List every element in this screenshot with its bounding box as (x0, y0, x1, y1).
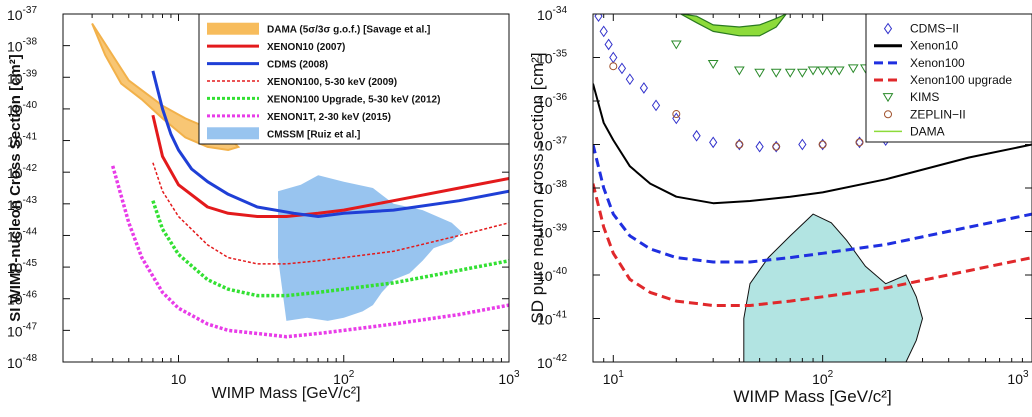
legend-entry-0-swatch (883, 22, 893, 35)
chart-panel-1: 10 102 10310-3710-3810-3910-4010-4110-4210… (7, 5, 520, 402)
y-tick-label-0: 10-37 (7, 5, 37, 23)
series-4-triangle-point-6 (796, 68, 808, 78)
legend-entry-1-label: Xenon10 (910, 39, 958, 53)
series-0-diamond-point-5 (625, 73, 634, 86)
legend-entry-3-label: Xenon100 upgrade (910, 73, 1012, 87)
series-0-diamond-point-0 (594, 14, 603, 23)
series-4-triangle-point-2 (733, 66, 745, 76)
series-4-triangle-point-1 (707, 60, 719, 69)
legend-entry-6-swatch (207, 127, 259, 140)
series-7-region (743, 213, 924, 362)
series-1-line (151, 114, 509, 218)
series-0-diamond-point-1 (599, 25, 608, 38)
legend-entry-0-label: DAMA (5σ/3σ g.o.f.) [Savage et al.] (267, 25, 430, 36)
y-tick-label-0: 10-34 (537, 5, 567, 23)
series-5-circle-point-5 (855, 138, 864, 147)
legend-entry-2-label: CDMS (2008) (267, 60, 328, 71)
series-4-triangle-point-4 (770, 68, 782, 78)
x-tick-label-2: 103 (1007, 369, 1029, 387)
chart-panel-2: 101 102 10310-3410-3510-3610-3710-3810-391… (528, 5, 1032, 406)
legend-entry-3-label: XENON100, 5-30 keV (2009) (267, 77, 397, 88)
y-axis-title: SD pure neutron cross section [cm²] (528, 52, 547, 323)
series-6-band (680, 14, 787, 37)
series-5-circle-point-1 (672, 110, 681, 119)
plot-marks (593, 14, 1032, 362)
x-tick-label-0: 10 (171, 371, 187, 387)
legend: CDMS−II Xenon10 Xenon100 Xenon100 upgrade KI… (865, 13, 1032, 143)
y-axis-title: SI WIMP-nucleon Cross Section [cm²] (7, 54, 24, 322)
series-0-diamond-point-11 (735, 138, 744, 151)
series-0-diamond-point-9 (692, 129, 701, 142)
series-0-diamond-point-7 (651, 99, 661, 112)
x-axis-title: WIMP Mass [GeV/c²] (733, 387, 891, 406)
legend-entry-5-swatch (884, 110, 892, 119)
x-tick-label-2: 103 (498, 369, 520, 387)
series-4-triangle-point-7 (807, 66, 819, 76)
legend-entry-5-label: XENON1T, 2-30 keV (2015) (267, 112, 391, 123)
x-tick-label-1: 102 (812, 369, 834, 387)
series-0-diamond-point-10 (709, 136, 718, 149)
series-4-triangle-point-8 (817, 66, 829, 76)
legend-box (198, 13, 510, 145)
series-3-line (593, 183, 1032, 307)
legend-box (865, 13, 1032, 143)
series-0-diamond-point-14 (798, 138, 807, 151)
y-tick-label-1: 10-38 (7, 37, 37, 55)
series-4-triangle-point-0 (670, 40, 682, 50)
series-0-diamond-point-13 (772, 140, 781, 153)
series-5-circle-point-0 (609, 62, 618, 71)
legend-entry-4-label: XENON100 Upgrade, 5-30 keV (2012) (267, 94, 440, 105)
series-0-diamond-point-2 (604, 38, 613, 51)
legend-entry-4-label: KIMS (910, 90, 939, 104)
series-0-diamond-point-4 (617, 62, 627, 75)
series-0-diamond-point-6 (639, 82, 648, 94)
series-2-line (151, 70, 509, 218)
series-4-triangle-point-9 (825, 66, 837, 76)
series-0-diamond-point-15 (818, 138, 827, 151)
legend: DAMA (5σ/3σ g.o.f.) [Savage et al.] XENON… (198, 13, 510, 145)
y-tick-label-10: 10-47 (7, 321, 37, 339)
series-4-triangle-point-5 (784, 68, 796, 78)
legend-entry-0-label: CDMS−II (910, 22, 959, 36)
series-3-line (152, 162, 509, 265)
x-axis-title: WIMP Mass [GeV/c²] (211, 385, 360, 402)
legend-entry-1-label: XENON10 (2007) (267, 42, 345, 53)
series-0-diamond-point-16 (855, 136, 864, 149)
series-0-diamond-point-12 (755, 140, 764, 153)
series-1-line (593, 83, 1032, 205)
x-tick-label-0: 101 (603, 369, 625, 387)
series-5-circle-point-3 (772, 142, 781, 151)
series-4-line (151, 200, 509, 298)
series-4-triangle-point-10 (833, 66, 845, 76)
legend-entry-2-label: Xenon100 (910, 56, 965, 70)
legend-entry-6-label: CMSSM [Ruiz et al.] (267, 129, 360, 140)
legend-entry-6-label: DAMA (910, 124, 945, 138)
series-5-line (111, 165, 509, 339)
series-5-circle-point-4 (818, 140, 827, 149)
legend-entry-0-swatch (207, 22, 259, 35)
series-4-triangle-point-3 (754, 68, 766, 78)
legend-entry-5-label: ZEPLIN−II (910, 107, 966, 121)
series-2-line (593, 144, 1032, 264)
y-tick-label-11: 10-48 (7, 353, 37, 371)
series-5-circle-point-2 (735, 140, 744, 149)
y-tick-label-8: 10-42 (537, 353, 567, 371)
legend-entry-4-swatch (882, 93, 894, 103)
series-4-triangle-point-11 (847, 64, 859, 74)
